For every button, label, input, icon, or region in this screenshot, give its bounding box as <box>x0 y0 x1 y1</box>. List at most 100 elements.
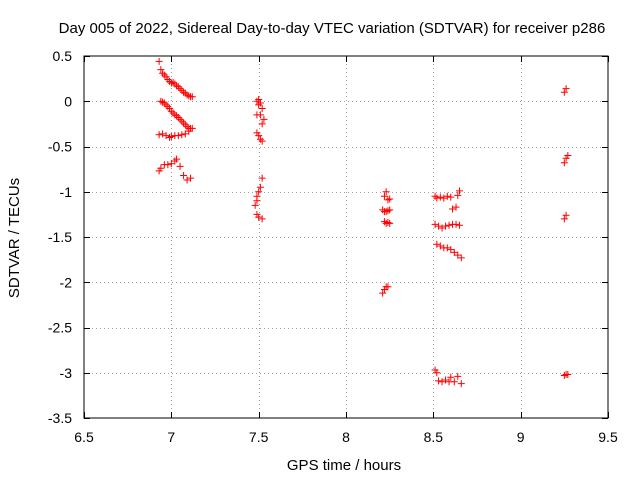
data-point <box>562 211 570 219</box>
data-point <box>386 219 394 227</box>
y-tick-label: 0 <box>64 93 72 109</box>
data-point <box>450 378 458 386</box>
data-point <box>443 244 451 252</box>
data-point <box>183 91 191 99</box>
data-point <box>256 183 264 191</box>
data-point <box>173 155 181 163</box>
data-point <box>180 171 188 179</box>
data-point <box>442 376 450 384</box>
x-tick-labels: 6.5 7 7.5 8 8.5 9 9.5 <box>74 429 618 445</box>
data-point <box>457 380 465 388</box>
data-point <box>256 111 264 119</box>
y-tick-label: -1 <box>60 184 73 200</box>
x-tick-label: 9.5 <box>598 429 618 445</box>
data-point <box>564 152 572 160</box>
data-point <box>258 137 266 145</box>
data-point <box>433 240 441 248</box>
data-point <box>174 132 182 140</box>
data-point <box>171 157 179 165</box>
data-point <box>457 254 465 262</box>
data-point <box>435 222 443 230</box>
data-point <box>159 130 167 138</box>
data-point <box>157 66 165 74</box>
y-tick-label: -1.5 <box>48 229 72 245</box>
data-point <box>173 112 181 120</box>
y-tick-label: -0.5 <box>48 139 72 155</box>
data-point <box>180 119 188 127</box>
data-point <box>384 207 392 215</box>
data-point <box>433 369 441 377</box>
data-point <box>447 193 455 201</box>
data-point <box>379 289 387 297</box>
x-axis-label: GPS time / hours <box>287 457 401 474</box>
y-tick-label: 0.5 <box>53 48 73 64</box>
y-tick-label: -3 <box>60 365 73 381</box>
data-point <box>560 88 568 96</box>
data-point <box>380 218 388 226</box>
data-point <box>164 76 172 84</box>
data-point <box>166 77 174 85</box>
data-point <box>452 203 460 211</box>
data-point <box>454 372 462 380</box>
data-point <box>436 242 444 250</box>
y-tick-label: -2.5 <box>48 320 72 336</box>
data-point <box>456 187 464 195</box>
data-point <box>433 194 441 202</box>
data-point <box>178 131 186 139</box>
data-point <box>255 101 263 109</box>
data-point <box>260 115 268 123</box>
data-point <box>380 192 388 200</box>
data-point <box>452 220 460 228</box>
data-point <box>160 71 168 79</box>
x-tick-label: 7 <box>167 429 175 445</box>
data-point <box>382 188 390 196</box>
data-point <box>445 221 453 229</box>
data-point <box>436 193 444 201</box>
data-point <box>188 93 196 101</box>
data-point <box>256 135 264 143</box>
data-point <box>155 57 163 65</box>
data-point <box>379 206 387 214</box>
data-point <box>185 127 193 135</box>
chart-title: Day 005 of 2022, Sidereal Day-to-day VTE… <box>59 20 606 37</box>
data-point <box>255 132 263 140</box>
data-point <box>449 205 457 213</box>
data-point <box>386 195 394 203</box>
data-point <box>447 373 455 381</box>
axis-ticks <box>84 56 609 419</box>
data-point <box>564 371 572 379</box>
data-point <box>560 159 568 167</box>
data-point <box>251 201 259 209</box>
data-point <box>258 174 266 182</box>
data-point <box>183 176 191 184</box>
data-point <box>431 192 439 200</box>
data-point <box>382 208 390 216</box>
data-point <box>164 103 172 111</box>
data-point <box>167 133 175 141</box>
data-point <box>187 174 195 182</box>
data-point <box>157 164 165 172</box>
data-point <box>162 101 170 109</box>
data-point <box>181 121 189 129</box>
data-point <box>167 107 175 115</box>
data-point <box>454 191 462 199</box>
data-point <box>166 133 174 141</box>
data-point <box>160 99 168 107</box>
data-point <box>255 213 263 221</box>
data-point <box>435 377 443 385</box>
data-point <box>155 131 163 139</box>
data-point <box>255 188 263 196</box>
data-point <box>438 224 446 232</box>
y-tick-label: -2 <box>60 274 73 290</box>
data-point <box>384 196 392 204</box>
data-point <box>258 120 266 128</box>
data-point <box>258 215 266 223</box>
data-point <box>185 92 193 100</box>
data-point <box>443 192 451 200</box>
y-tick-label: -3.5 <box>48 410 72 426</box>
data-point <box>176 115 184 123</box>
data-point <box>562 85 570 93</box>
data-point <box>442 222 450 230</box>
